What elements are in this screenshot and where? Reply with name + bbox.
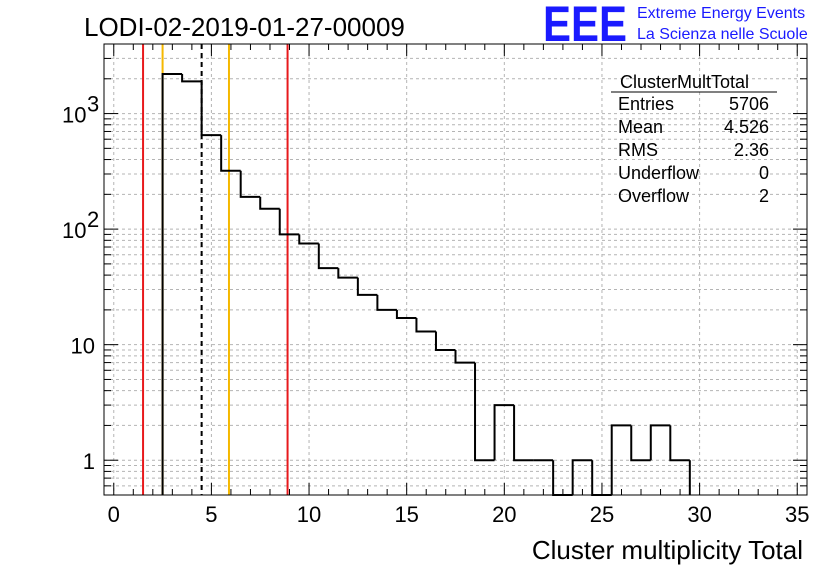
stats-row-label: Mean — [618, 117, 663, 137]
histogram-bin — [356, 277, 378, 296]
histogram-bin — [376, 294, 397, 311]
x-tick-label: 20 — [492, 502, 516, 527]
histogram-bin — [181, 74, 202, 83]
histogram-bin — [669, 425, 690, 462]
y-tick-label-exponent: 3 — [87, 92, 99, 117]
y-tick-label: 1 — [83, 449, 95, 474]
y-tick-label: 10 — [62, 218, 86, 243]
histogram-bin — [220, 135, 241, 172]
histogram-bin — [278, 208, 300, 236]
histogram-bars — [161, 73, 691, 496]
histogram-bin — [513, 405, 534, 462]
stats-box: ClusterMultTotal Entries 5706 Mean 4.526 RMS… — [611, 72, 777, 206]
x-tick-label: 30 — [687, 502, 711, 527]
stats-row-value: 5706 — [729, 94, 769, 114]
stats-row-label: RMS — [618, 140, 658, 160]
x-axis-ticks: 0 5 10 15 20 25 30 35 — [108, 44, 809, 527]
histogram-bin — [649, 424, 671, 461]
y-tick-label-exponent: 2 — [87, 207, 99, 232]
histogram-bin — [298, 234, 319, 245]
histogram-bin — [630, 425, 651, 462]
histogram-bin — [200, 81, 222, 137]
x-tick-label: 10 — [297, 502, 321, 527]
plot-frame — [103, 43, 808, 496]
logo-line-2: La Scienza nelle Scuole — [637, 26, 808, 43]
stats-row-value: 0 — [759, 163, 769, 183]
histogram-bin — [259, 196, 280, 210]
histogram-bin — [415, 318, 436, 333]
x-tick-label: 0 — [108, 502, 120, 527]
histogram-bin — [474, 362, 495, 462]
stats-row-label: Entries — [618, 94, 674, 114]
x-tick-label: 5 — [205, 502, 217, 527]
stats-row-value: 2 — [759, 186, 769, 206]
histogram-bin — [493, 404, 515, 461]
logo-line-1: Extreme Energy Events — [637, 5, 805, 22]
chart-title: LODI-02-2019-01-27-00009 — [84, 12, 405, 42]
x-tick-label: 25 — [590, 502, 614, 527]
histogram-bin — [239, 170, 261, 198]
histogram-bin — [395, 309, 417, 320]
histogram-bin — [610, 424, 632, 495]
histogram-bin — [317, 243, 339, 270]
stats-row-label: Overflow — [618, 186, 690, 206]
stats-row-value: 2.36 — [734, 140, 769, 160]
histogram-bin — [337, 268, 358, 279]
y-tick-label: 10 — [62, 103, 86, 128]
x-axis-label: Cluster multiplicity Total — [532, 535, 803, 565]
eee-logo: EEE Extreme Energy Events La Scienza nel… — [543, 0, 808, 52]
y-tick-label: 10 — [71, 334, 95, 359]
histogram-bin — [571, 459, 593, 495]
stats-row-label: Underflow — [618, 163, 700, 183]
histogram-bin — [454, 349, 476, 364]
histogram-bin — [161, 73, 183, 495]
stats-row-value: 4.526 — [724, 117, 769, 137]
x-tick-label: 15 — [394, 502, 418, 527]
x-tick-label: 35 — [785, 502, 809, 527]
histogram-bin — [434, 331, 456, 351]
stats-box-name: ClusterMultTotal — [620, 72, 749, 92]
eee-logo-text: EEE — [543, 0, 627, 52]
